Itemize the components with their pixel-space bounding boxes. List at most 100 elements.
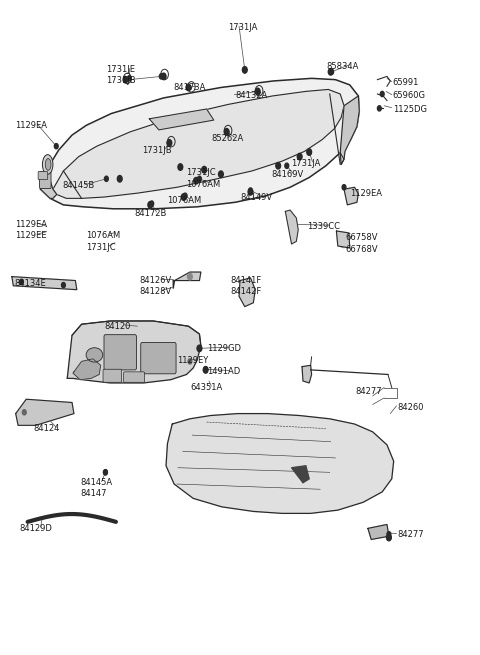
Polygon shape	[302, 365, 312, 383]
Text: 1076AM: 1076AM	[168, 196, 202, 205]
Circle shape	[187, 85, 191, 90]
Text: 66758V: 66758V	[345, 233, 377, 242]
Polygon shape	[291, 466, 309, 483]
Text: 84169V: 84169V	[271, 170, 303, 179]
Circle shape	[255, 88, 260, 95]
Text: 84145A: 84145A	[80, 478, 112, 487]
Circle shape	[202, 166, 206, 173]
Circle shape	[256, 89, 260, 94]
Circle shape	[328, 69, 333, 75]
Polygon shape	[344, 187, 359, 205]
Circle shape	[181, 194, 186, 200]
Text: 1129GD: 1129GD	[207, 344, 241, 353]
Circle shape	[377, 105, 381, 111]
Polygon shape	[149, 109, 214, 130]
Ellipse shape	[45, 159, 51, 170]
Circle shape	[197, 345, 202, 352]
Circle shape	[248, 189, 253, 195]
Text: 1731JA: 1731JA	[228, 23, 257, 32]
Text: 84134E: 84134E	[15, 278, 47, 288]
Circle shape	[104, 470, 108, 475]
Text: 84260: 84260	[397, 403, 424, 411]
Circle shape	[380, 92, 384, 97]
Circle shape	[307, 149, 312, 155]
Polygon shape	[166, 413, 394, 514]
Polygon shape	[16, 400, 74, 425]
Text: 1731JC: 1731JC	[187, 168, 216, 177]
Text: 1129EA: 1129EA	[15, 121, 47, 130]
Text: 84277: 84277	[397, 531, 424, 540]
Text: 84173A: 84173A	[173, 83, 205, 92]
Text: 1731JE: 1731JE	[107, 66, 135, 75]
Circle shape	[386, 534, 391, 541]
Text: 85834A: 85834A	[326, 62, 358, 71]
Circle shape	[117, 176, 122, 182]
Text: 1076AM: 1076AM	[86, 231, 120, 240]
Text: 84120: 84120	[104, 322, 131, 331]
Circle shape	[203, 367, 208, 373]
Circle shape	[387, 535, 391, 540]
Text: 84149V: 84149V	[240, 193, 272, 202]
Text: 84129D: 84129D	[20, 524, 52, 533]
Circle shape	[243, 67, 247, 73]
Circle shape	[218, 171, 223, 178]
Circle shape	[342, 185, 346, 190]
Text: 64351A: 64351A	[190, 383, 222, 392]
Circle shape	[249, 188, 252, 193]
Polygon shape	[239, 278, 255, 307]
Text: 84128V: 84128V	[140, 287, 172, 296]
FancyBboxPatch shape	[103, 369, 121, 383]
Text: 85262A: 85262A	[211, 134, 244, 143]
Text: 1339CC: 1339CC	[307, 222, 340, 231]
Circle shape	[183, 193, 187, 198]
Polygon shape	[67, 321, 201, 383]
Text: 1129EY: 1129EY	[177, 356, 208, 365]
Text: 1076AM: 1076AM	[187, 179, 221, 189]
Text: 84147: 84147	[80, 489, 107, 498]
Polygon shape	[53, 90, 344, 198]
FancyBboxPatch shape	[38, 172, 48, 179]
Circle shape	[307, 149, 311, 155]
Circle shape	[148, 202, 153, 208]
Text: 1731JC: 1731JC	[86, 243, 116, 252]
Circle shape	[61, 282, 65, 288]
Circle shape	[20, 279, 24, 284]
Circle shape	[127, 76, 131, 81]
Text: 84277: 84277	[356, 387, 382, 396]
Ellipse shape	[42, 155, 53, 174]
Text: 1125DG: 1125DG	[393, 105, 427, 113]
Ellipse shape	[86, 348, 103, 362]
FancyBboxPatch shape	[39, 172, 51, 189]
Circle shape	[123, 77, 128, 83]
Text: 1129EA: 1129EA	[15, 220, 47, 229]
Circle shape	[297, 153, 302, 160]
Polygon shape	[12, 276, 77, 290]
Circle shape	[204, 367, 207, 372]
Circle shape	[105, 176, 108, 181]
Circle shape	[387, 532, 391, 537]
Circle shape	[285, 163, 288, 168]
Text: 1731JB: 1731JB	[107, 77, 136, 85]
Text: 65991: 65991	[393, 79, 419, 87]
Text: 66768V: 66768V	[345, 245, 378, 253]
Circle shape	[225, 129, 228, 134]
FancyBboxPatch shape	[104, 335, 136, 370]
Circle shape	[242, 67, 247, 73]
Text: 84126V: 84126V	[140, 276, 172, 285]
Text: 84132A: 84132A	[235, 92, 267, 100]
Circle shape	[202, 167, 206, 172]
Polygon shape	[40, 170, 57, 198]
Circle shape	[178, 164, 183, 170]
Text: 1731JB: 1731JB	[142, 145, 172, 155]
Text: 1129EA: 1129EA	[350, 189, 382, 198]
Circle shape	[188, 359, 192, 364]
Circle shape	[54, 143, 58, 149]
Circle shape	[150, 201, 154, 206]
Circle shape	[188, 273, 192, 280]
Circle shape	[330, 69, 334, 75]
Circle shape	[23, 409, 26, 415]
Circle shape	[167, 140, 172, 146]
Circle shape	[224, 128, 229, 135]
Polygon shape	[285, 210, 298, 244]
Circle shape	[194, 178, 199, 184]
